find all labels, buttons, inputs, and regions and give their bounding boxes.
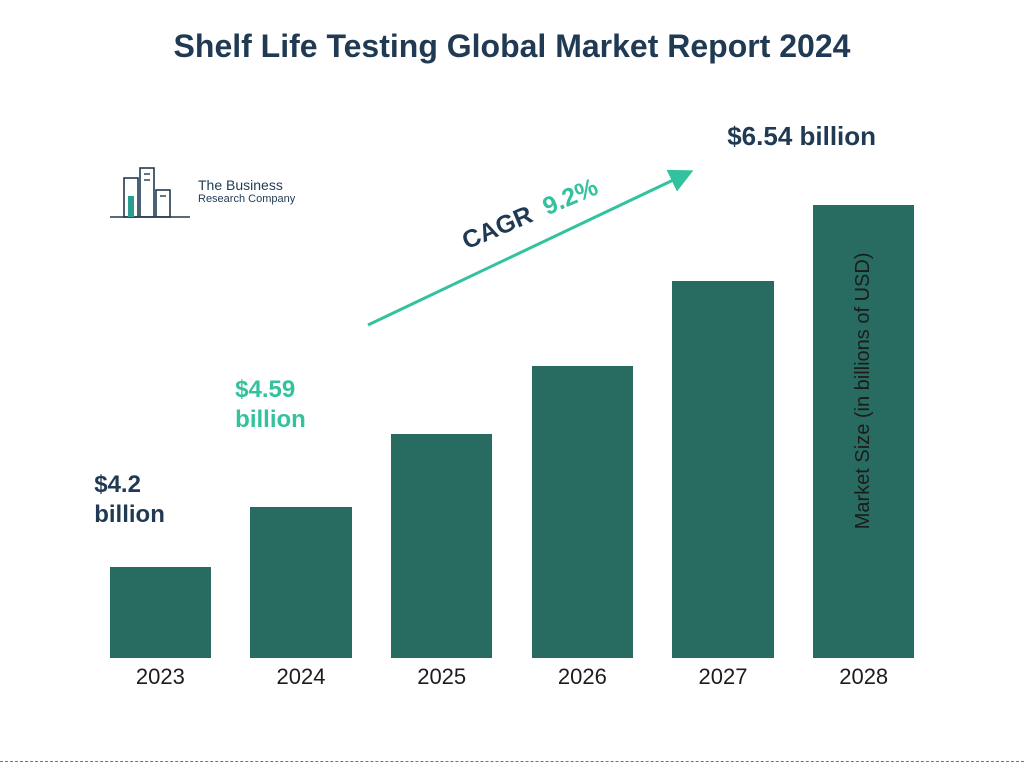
value-labels-layer: $4.2 billion$4.59 billion$6.54 billion — [90, 155, 934, 658]
x-tick: 2025 — [371, 658, 512, 698]
chart-title: Shelf Life Testing Global Market Report … — [0, 28, 1024, 65]
x-axis: 202320242025202620272028 — [90, 658, 934, 698]
y-axis-title: Market Size (in billions of USD) — [852, 253, 875, 530]
bar-value-label: $6.54 billion — [727, 120, 876, 153]
x-tick: 2028 — [793, 658, 934, 698]
x-tick: 2023 — [90, 658, 231, 698]
plot-area: $4.2 billion$4.59 billion$6.54 billion — [90, 155, 934, 658]
x-tick: 2027 — [653, 658, 794, 698]
bar-value-label: $4.2 billion — [94, 470, 165, 530]
page-root: { "title": { "text": "Shelf Life Testing… — [0, 0, 1024, 768]
bar-value-label: $4.59 billion — [235, 375, 306, 435]
x-tick: 2026 — [512, 658, 653, 698]
bar-chart: $4.2 billion$4.59 billion$6.54 billion 2… — [90, 155, 934, 698]
x-tick: 2024 — [231, 658, 372, 698]
bottom-divider — [0, 761, 1024, 762]
